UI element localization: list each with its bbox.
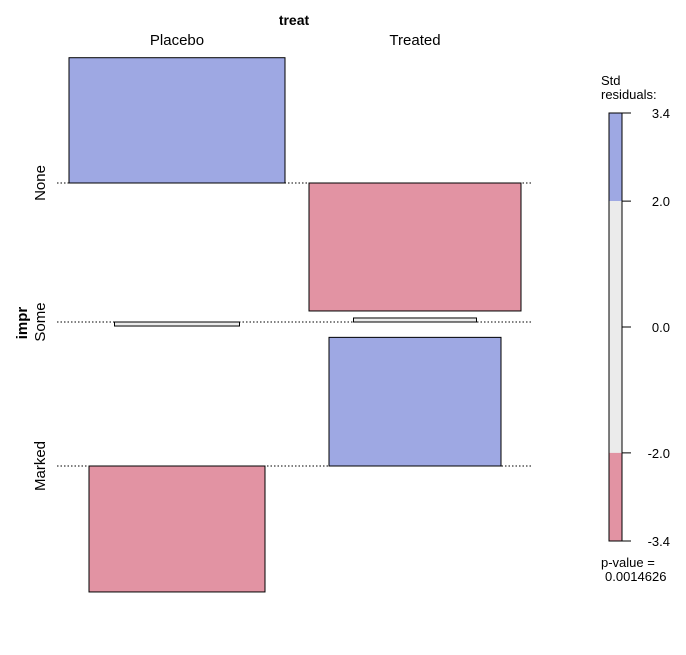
residual-bar-some-placebo (114, 321, 240, 327)
row-label-none: None (32, 165, 49, 201)
pvalue-label: p-value = (601, 555, 655, 570)
legend: Std residuals: 3.4 2.0 0.0 -2.0 -3.4 p-value … (601, 73, 670, 584)
legend-segment-positive (609, 113, 622, 202)
residual-bar-marked-placebo (88, 465, 266, 593)
legend-color-bar (608, 112, 623, 542)
residual-bar-none-placebo (68, 57, 286, 184)
legend-tick-label: 2.0 (652, 194, 670, 209)
legend-ticks: 3.4 2.0 0.0 -2.0 -3.4 (622, 106, 670, 549)
residual-bar-marked-treated (328, 336, 502, 467)
legend-tick-label: -2.0 (648, 446, 670, 461)
legend-title: Std residuals: (601, 73, 657, 102)
legend-tick-label: 0.0 (652, 320, 670, 335)
legend-segment-negative (609, 452, 622, 541)
y-variable-title: impr (14, 307, 31, 340)
legend-tick-label: 3.4 (652, 106, 670, 121)
row-label-some: Some (32, 302, 49, 341)
pvalue-value: 0.0014626 (605, 569, 666, 584)
residual-bars-group (68, 57, 522, 593)
residual-bar-some-treated (353, 317, 477, 323)
row-label-marked: Marked (32, 441, 49, 491)
column-label-treated: Treated (389, 32, 440, 49)
residual-bar-none-treated (308, 182, 522, 312)
column-label-placebo: Placebo (150, 32, 204, 49)
x-variable-title: treat (279, 12, 310, 28)
legend-tick-label: -3.4 (648, 534, 670, 549)
legend-segment-neutral (609, 201, 622, 453)
